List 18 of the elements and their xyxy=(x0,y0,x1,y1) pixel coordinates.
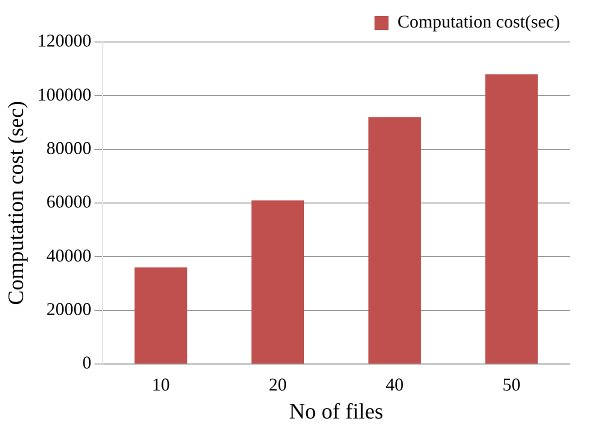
y-axis-title: Computation cost (sec) xyxy=(2,100,28,306)
x-tick-label: 20 xyxy=(268,374,287,395)
bar xyxy=(485,74,538,364)
y-tick-label: 40000 xyxy=(46,245,92,266)
x-tick-label: 10 xyxy=(152,374,170,395)
y-tick-label: 0 xyxy=(82,352,92,373)
bar xyxy=(368,117,421,364)
bar xyxy=(134,267,188,364)
bar xyxy=(251,200,304,364)
x-tick-label: 40 xyxy=(386,374,404,395)
y-tick-label: 80000 xyxy=(46,138,92,158)
x-tick-label: 50 xyxy=(502,374,521,395)
y-tick-label: 100000 xyxy=(37,84,92,104)
legend-label: Computation cost(sec) xyxy=(398,12,560,32)
y-tick-label: 20000 xyxy=(46,299,92,320)
x-axis-title: No of files xyxy=(289,398,384,424)
y-tick-label: 60000 xyxy=(46,192,92,212)
y-tick-label: 120000 xyxy=(37,30,92,51)
